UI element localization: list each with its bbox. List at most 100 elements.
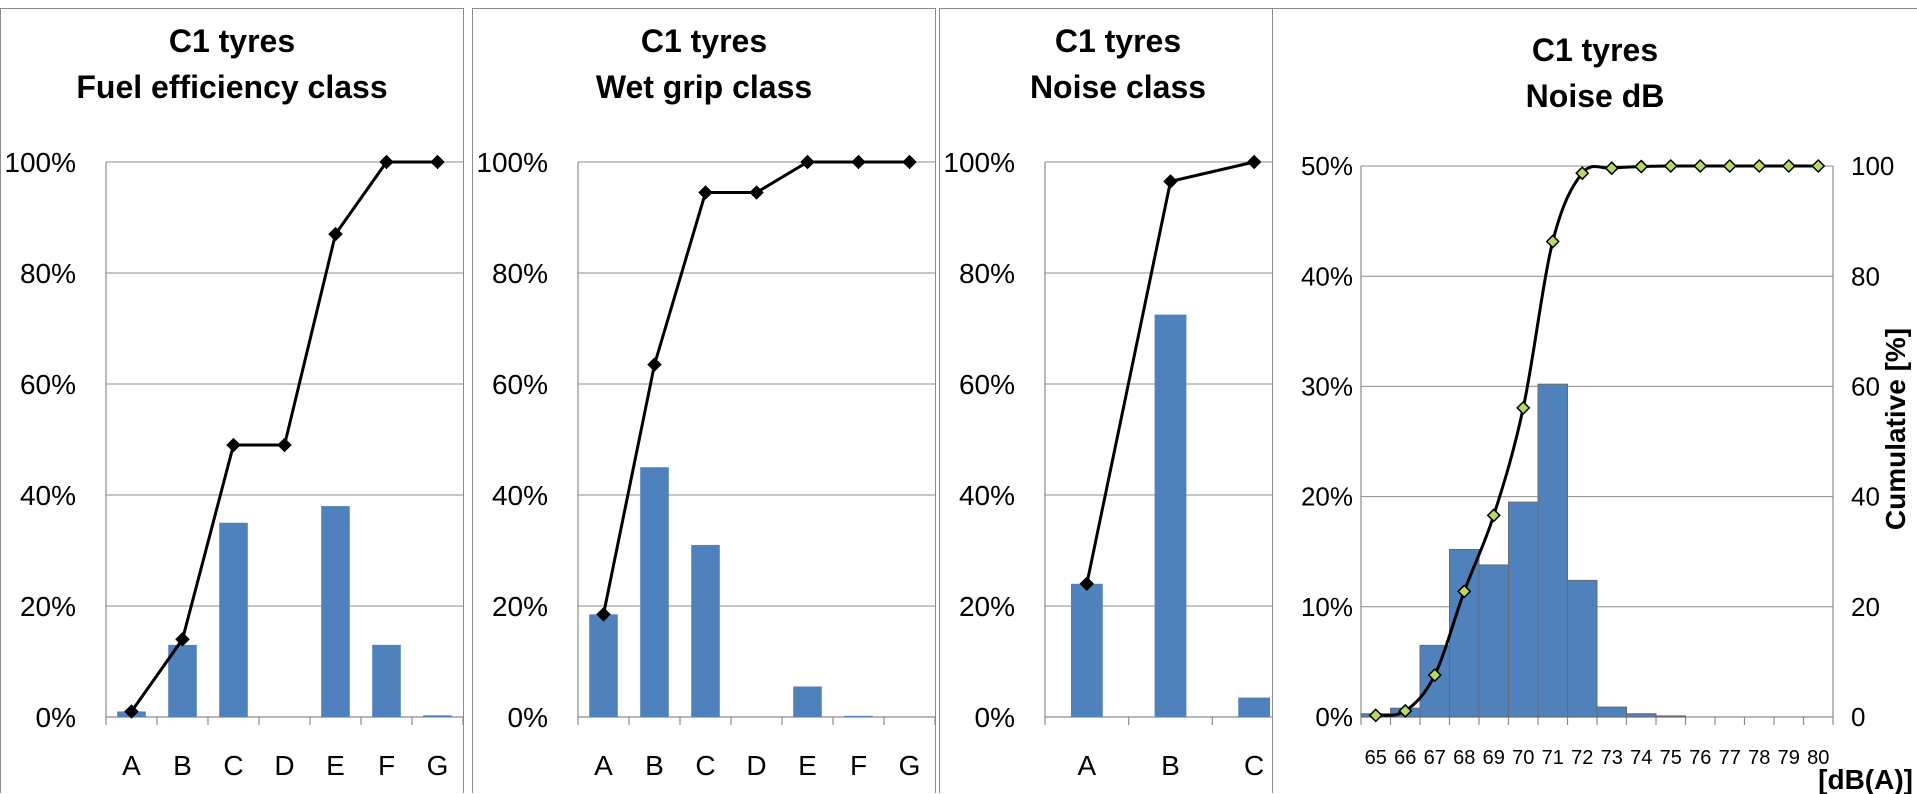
y-tick-label: 80%	[959, 258, 1015, 289]
x-tick-label: B	[173, 750, 192, 781]
x-tick-label: G	[427, 750, 449, 781]
chart-title-line-1: C1 tyres	[1054, 23, 1182, 59]
chart-title-line-2: Noise dB	[1525, 78, 1665, 114]
x-tick-label: 65	[1365, 747, 1387, 769]
y-tick-label: 40%	[1301, 261, 1353, 291]
x-tick-label: 80	[1807, 747, 1829, 769]
bar-68	[1449, 548, 1480, 718]
x-tick-label: A	[1077, 750, 1096, 781]
y-tick-label: 100%	[476, 147, 548, 178]
y-right-tick-label: 80	[1851, 261, 1880, 291]
y-tick-label: 20%	[1301, 482, 1353, 512]
y-tick-label: 60%	[20, 369, 76, 400]
x-axis-label: [dB(A)]	[1818, 764, 1913, 794]
y-tick-label: 40%	[20, 480, 76, 511]
cumulative-line	[130, 160, 438, 713]
x-tick-label: D	[274, 750, 294, 781]
bar-C	[1238, 697, 1271, 717]
chart-title: C1 tyres Noise class	[940, 18, 1296, 110]
y-tick-label: 20%	[492, 591, 548, 622]
y-right-axis-label: Cumulative [%]	[1880, 328, 1911, 530]
chart-title-line-1: C1 tyres	[640, 23, 768, 59]
cumulative-point-66	[1398, 703, 1413, 718]
x-tick-label: 77	[1719, 747, 1741, 769]
x-tick-label: B	[1161, 750, 1180, 781]
cumulative-point-80	[1811, 158, 1826, 174]
x-tick-label: 70	[1512, 747, 1534, 769]
bar-71	[1537, 383, 1568, 718]
bar-B	[1154, 314, 1187, 717]
chart-title-line-2: Noise class	[1029, 69, 1207, 105]
x-tick-label: B	[645, 750, 664, 781]
y-right-tick-label: 0	[1851, 702, 1865, 732]
x-tick-label: C	[695, 750, 715, 781]
x-tick-label: 74	[1630, 747, 1652, 769]
y-right-tick-label: 100	[1851, 151, 1894, 181]
bar-C	[691, 544, 720, 717]
cumulative-point-74	[1634, 159, 1649, 174]
x-tick-label: F	[378, 750, 395, 781]
x-tick-label: 75	[1660, 747, 1682, 769]
bar-G	[423, 715, 452, 717]
chart-title-line-1: C1 tyres	[1531, 32, 1659, 68]
y-tick-label: 60%	[959, 369, 1015, 400]
cumulative-point-B	[1163, 174, 1178, 189]
x-tick-label: E	[326, 750, 345, 781]
cumulative-point-C	[226, 437, 241, 453]
chart-title-line-1: C1 tyres	[168, 23, 296, 59]
bar-70	[1508, 501, 1539, 718]
x-tick-label: C	[1244, 750, 1264, 781]
x-tick-label: 73	[1601, 747, 1623, 769]
bar-F	[844, 715, 873, 717]
y-tick-label: 40%	[959, 480, 1015, 511]
y-tick-label: 100%	[943, 147, 1015, 178]
y-tick-label: 40%	[492, 480, 548, 511]
cumulative-point-76	[1693, 158, 1708, 174]
bar-A	[1070, 583, 1103, 717]
cumulative-point-G	[902, 154, 917, 170]
cumulative-point-B	[175, 631, 190, 647]
chart-title: C1 tyres Fuel efficiency class	[1, 18, 463, 110]
x-tick-label: 79	[1778, 747, 1800, 769]
bar-C	[219, 522, 248, 717]
y-tick-label: 0%	[1315, 702, 1353, 732]
cumulative-point-73	[1604, 161, 1619, 176]
bar-B	[640, 467, 669, 717]
cumulative-point-B	[647, 357, 662, 372]
y-tick-label: 0%	[508, 702, 548, 733]
bar-74	[1626, 713, 1657, 718]
chart-plot: 0% 20% 40% 60% 80% 100% A B C D E F G	[476, 147, 936, 781]
x-tick-label: F	[850, 750, 867, 781]
y-tick-label: 20%	[20, 591, 76, 622]
cumulative-point-68	[1457, 584, 1472, 599]
x-tick-label: 71	[1542, 747, 1564, 769]
bar-F	[372, 644, 401, 717]
y-tick-label: 50%	[1301, 151, 1353, 181]
y-tick-label: 100%	[4, 147, 76, 178]
y-tick-label: 20%	[959, 591, 1015, 622]
cumulative-point-71	[1545, 234, 1560, 249]
x-tick-label: G	[899, 750, 921, 781]
cumulative-point-E	[800, 154, 815, 170]
bar-73	[1596, 706, 1627, 718]
x-tick-label: A	[122, 750, 141, 781]
y-tick-label: 80%	[20, 258, 76, 289]
chart-panel-wet-grip: C1 tyres Wet grip class 0% 20% 40% 60% 80% 10…	[472, 8, 936, 793]
cumulative-point-77	[1722, 158, 1737, 174]
cumulative-point-79	[1781, 158, 1796, 174]
bar-75	[1655, 715, 1686, 718]
chart-panel-fuel-efficiency: C1 tyres Fuel efficiency class 0% 20% 40% 6…	[0, 8, 464, 793]
chart-plot: 0% 10% 20% 30% 40% 50% 65 66 67 68 69 70 71 72 73 74 75 7…	[1301, 151, 1913, 794]
x-tick-label: E	[798, 750, 817, 781]
cumulative-point-70	[1516, 400, 1531, 415]
x-tick-label: 68	[1453, 747, 1475, 769]
y-tick-label: 60%	[492, 369, 548, 400]
y-tick-label: 0%	[36, 702, 76, 733]
y-right-tick-label: 20	[1851, 592, 1880, 622]
bar-E	[321, 506, 350, 717]
cumulative-point-78	[1752, 158, 1767, 174]
x-tick-label: 72	[1571, 747, 1593, 769]
cumulative-point-C	[1246, 154, 1262, 170]
chart-panel-noise-db: C1 tyres Noise dB 0% 10% 20% 30% 40% 50% 65 66 6…	[1272, 8, 1917, 794]
cumulative-point-67	[1427, 668, 1442, 683]
